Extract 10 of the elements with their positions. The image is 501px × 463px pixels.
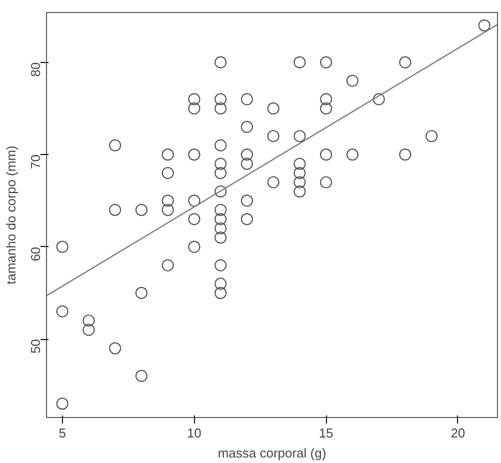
y-tick-label: 80 xyxy=(28,62,43,77)
x-tick-label: 20 xyxy=(450,426,466,440)
y-tick-label: 50 xyxy=(28,339,43,354)
y-axis-title: tamanho do corpo (mm) xyxy=(4,146,18,284)
x-axis-title: massa corporal (g) xyxy=(218,446,326,460)
x-tick-label: 10 xyxy=(186,426,202,440)
x-tick-label: 5 xyxy=(58,426,66,440)
y-tick-label: 60 xyxy=(28,246,43,262)
y-tick-label: 70 xyxy=(28,154,43,170)
x-tick-label: 15 xyxy=(318,426,334,440)
